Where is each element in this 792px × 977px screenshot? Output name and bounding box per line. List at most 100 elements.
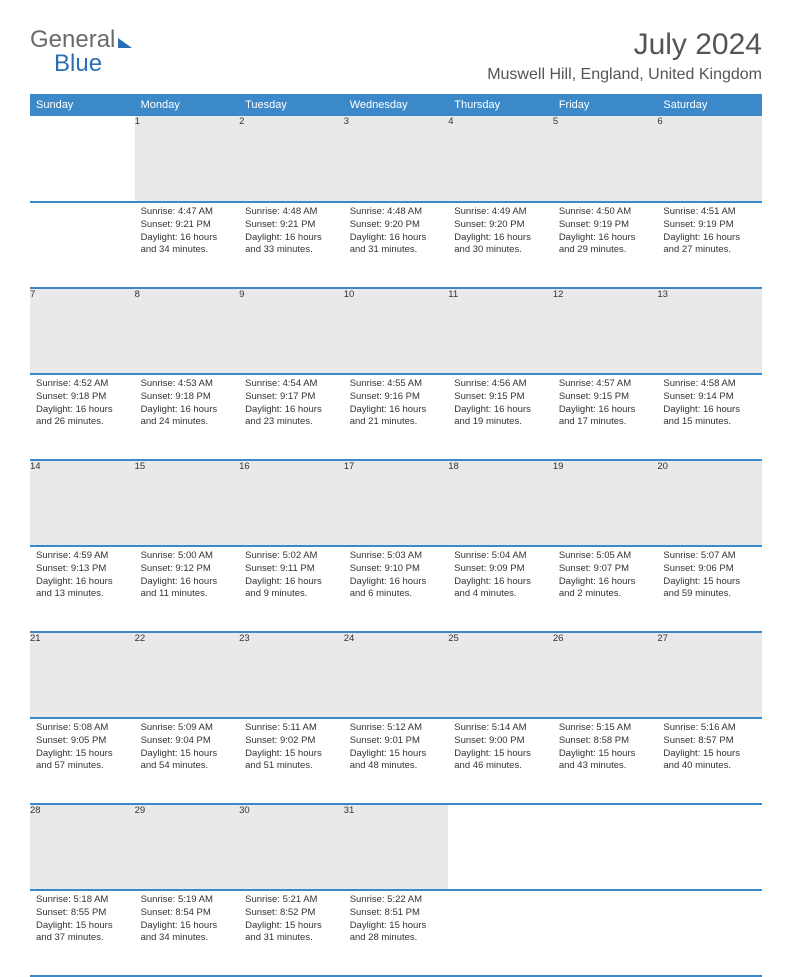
cell-line-d2: and 33 minutes.: [245, 244, 338, 257]
day-header: Wednesday: [344, 94, 449, 116]
day-header: Tuesday: [239, 94, 344, 116]
cell-line-d1: Daylight: 16 hours: [245, 576, 338, 589]
day-header: Friday: [553, 94, 658, 116]
cell-line-sunset: Sunset: 9:10 PM: [350, 563, 443, 576]
cell-line-d2: and 34 minutes.: [141, 244, 234, 257]
day-number-cell: 13: [657, 288, 762, 374]
cell-line-sunrise: Sunrise: 4:49 AM: [454, 206, 547, 219]
day-number-row: 78910111213: [30, 288, 762, 374]
cell-line-sunset: Sunset: 9:18 PM: [36, 391, 129, 404]
calendar-cell: Sunrise: 4:52 AMSunset: 9:18 PMDaylight:…: [30, 374, 135, 460]
day-number-cell: 27: [657, 632, 762, 718]
cell-line-sunrise: Sunrise: 5:18 AM: [36, 894, 129, 907]
calendar-cell: Sunrise: 5:14 AMSunset: 9:00 PMDaylight:…: [448, 718, 553, 804]
cell-line-sunset: Sunset: 9:00 PM: [454, 735, 547, 748]
cell-line-d1: Daylight: 16 hours: [559, 232, 652, 245]
cell-line-d2: and 27 minutes.: [663, 244, 756, 257]
day-number-cell: [657, 804, 762, 890]
cell-line-d2: and 17 minutes.: [559, 416, 652, 429]
day-header-row: SundayMondayTuesdayWednesdayThursdayFrid…: [30, 94, 762, 116]
cell-line-d2: and 9 minutes.: [245, 588, 338, 601]
cell-line-sunset: Sunset: 9:21 PM: [245, 219, 338, 232]
cell-line-sunrise: Sunrise: 4:58 AM: [663, 378, 756, 391]
cell-line-sunset: Sunset: 9:18 PM: [141, 391, 234, 404]
day-number-row: 21222324252627: [30, 632, 762, 718]
day-number-cell: 17: [344, 460, 449, 546]
cell-line-d1: Daylight: 16 hours: [245, 232, 338, 245]
calendar-cell: Sunrise: 4:50 AMSunset: 9:19 PMDaylight:…: [553, 202, 658, 288]
cell-line-sunset: Sunset: 9:14 PM: [663, 391, 756, 404]
cell-line-d1: Daylight: 16 hours: [36, 576, 129, 589]
calendar-cell: Sunrise: 4:56 AMSunset: 9:15 PMDaylight:…: [448, 374, 553, 460]
day-number-cell: 24: [344, 632, 449, 718]
cell-line-sunset: Sunset: 8:55 PM: [36, 907, 129, 920]
calendar-week-row: Sunrise: 5:18 AMSunset: 8:55 PMDaylight:…: [30, 890, 762, 976]
cell-line-sunset: Sunset: 9:09 PM: [454, 563, 547, 576]
cell-line-d1: Daylight: 15 hours: [141, 748, 234, 761]
page-header: General Blue July 2024 Muswell Hill, Eng…: [30, 28, 762, 84]
logo-text-1: General: [30, 28, 115, 52]
day-number-cell: 8: [135, 288, 240, 374]
cell-line-d2: and 23 minutes.: [245, 416, 338, 429]
day-number-row: 28293031: [30, 804, 762, 890]
cell-line-sunrise: Sunrise: 5:14 AM: [454, 722, 547, 735]
calendar-cell: Sunrise: 5:12 AMSunset: 9:01 PMDaylight:…: [344, 718, 449, 804]
cell-line-d1: Daylight: 16 hours: [350, 232, 443, 245]
cell-line-d2: and 43 minutes.: [559, 760, 652, 773]
cell-line-sunset: Sunset: 9:12 PM: [141, 563, 234, 576]
location-subtitle: Muswell Hill, England, United Kingdom: [487, 66, 762, 84]
cell-line-d2: and 46 minutes.: [454, 760, 547, 773]
calendar-cell: Sunrise: 4:51 AMSunset: 9:19 PMDaylight:…: [657, 202, 762, 288]
cell-line-d2: and 28 minutes.: [350, 932, 443, 945]
calendar-cell: Sunrise: 5:11 AMSunset: 9:02 PMDaylight:…: [239, 718, 344, 804]
cell-line-d1: Daylight: 15 hours: [559, 748, 652, 761]
calendar-body: 123456Sunrise: 4:47 AMSunset: 9:21 PMDay…: [30, 116, 762, 976]
day-number-cell: 2: [239, 116, 344, 202]
cell-line-sunset: Sunset: 9:04 PM: [141, 735, 234, 748]
cell-line-d1: Daylight: 16 hours: [559, 576, 652, 589]
logo-chevron-icon: [118, 38, 132, 48]
cell-line-d1: Daylight: 16 hours: [36, 404, 129, 417]
cell-line-sunset: Sunset: 8:58 PM: [559, 735, 652, 748]
day-number-cell: 29: [135, 804, 240, 890]
calendar-cell: Sunrise: 5:08 AMSunset: 9:05 PMDaylight:…: [30, 718, 135, 804]
cell-line-sunrise: Sunrise: 5:16 AM: [663, 722, 756, 735]
day-number-cell: 21: [30, 632, 135, 718]
calendar-cell: Sunrise: 5:02 AMSunset: 9:11 PMDaylight:…: [239, 546, 344, 632]
day-number-cell: 19: [553, 460, 658, 546]
page-title: July 2024: [487, 28, 762, 62]
day-number-cell: 18: [448, 460, 553, 546]
cell-line-d2: and 40 minutes.: [663, 760, 756, 773]
cell-line-d1: Daylight: 15 hours: [454, 748, 547, 761]
cell-line-sunrise: Sunrise: 5:07 AM: [663, 550, 756, 563]
cell-line-sunrise: Sunrise: 4:47 AM: [141, 206, 234, 219]
calendar-cell: Sunrise: 5:03 AMSunset: 9:10 PMDaylight:…: [344, 546, 449, 632]
calendar-cell: Sunrise: 4:54 AMSunset: 9:17 PMDaylight:…: [239, 374, 344, 460]
cell-line-d2: and 19 minutes.: [454, 416, 547, 429]
calendar-cell: [657, 890, 762, 976]
cell-line-d1: Daylight: 16 hours: [454, 576, 547, 589]
calendar-cell: Sunrise: 5:18 AMSunset: 8:55 PMDaylight:…: [30, 890, 135, 976]
calendar-cell: Sunrise: 4:47 AMSunset: 9:21 PMDaylight:…: [135, 202, 240, 288]
cell-line-sunset: Sunset: 9:07 PM: [559, 563, 652, 576]
day-number-cell: 16: [239, 460, 344, 546]
day-number-cell: 3: [344, 116, 449, 202]
cell-line-sunrise: Sunrise: 5:22 AM: [350, 894, 443, 907]
cell-line-sunrise: Sunrise: 4:51 AM: [663, 206, 756, 219]
cell-line-d2: and 54 minutes.: [141, 760, 234, 773]
cell-line-d2: and 31 minutes.: [350, 244, 443, 257]
cell-line-sunrise: Sunrise: 4:52 AM: [36, 378, 129, 391]
cell-line-sunrise: Sunrise: 4:50 AM: [559, 206, 652, 219]
cell-line-d2: and 24 minutes.: [141, 416, 234, 429]
cell-line-sunset: Sunset: 9:05 PM: [36, 735, 129, 748]
day-number-cell: [553, 804, 658, 890]
calendar-cell: Sunrise: 5:16 AMSunset: 8:57 PMDaylight:…: [657, 718, 762, 804]
cell-line-d1: Daylight: 15 hours: [350, 748, 443, 761]
cell-line-sunset: Sunset: 9:01 PM: [350, 735, 443, 748]
day-number-cell: 5: [553, 116, 658, 202]
calendar-cell: Sunrise: 5:07 AMSunset: 9:06 PMDaylight:…: [657, 546, 762, 632]
calendar-cell: Sunrise: 4:57 AMSunset: 9:15 PMDaylight:…: [553, 374, 658, 460]
cell-line-d2: and 13 minutes.: [36, 588, 129, 601]
calendar-cell: Sunrise: 4:59 AMSunset: 9:13 PMDaylight:…: [30, 546, 135, 632]
day-number-cell: 9: [239, 288, 344, 374]
